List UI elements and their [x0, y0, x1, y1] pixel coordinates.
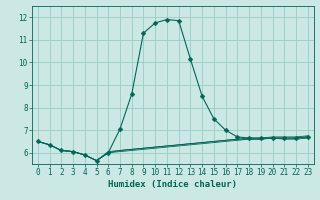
X-axis label: Humidex (Indice chaleur): Humidex (Indice chaleur) [108, 180, 237, 189]
